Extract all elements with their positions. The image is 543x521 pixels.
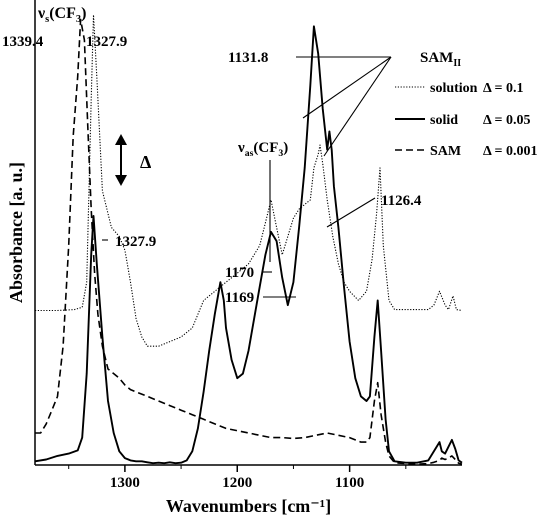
vs-cf3-label: νs(CF3) [37,5,86,25]
scale-bar-arrow-down [115,175,127,186]
scale-bar-arrow-up [115,134,127,145]
peak-label-1126: 1126.4 [381,193,422,209]
peak-label-1327-top: 1327.9 [86,34,127,50]
annotations: νs(CF3) 1339.4 1327.9 1327.9 1131.8 νas(CF3) 1… [2,5,422,306]
series-solid-line [34,25,463,465]
series-solution-line [35,14,463,347]
legend-delta-solution: Δ = 0.1 [483,81,523,96]
x-axis-label: Wavenumbers [cm⁻¹] [166,496,331,516]
legend-label-solid: solid [430,113,458,128]
leader-1131-b [323,56,392,157]
y-axis-label: Absorbance [a. u.] [6,162,26,303]
legend-label-sam: SAM [430,144,461,159]
x-tick-label: 1300 [110,475,140,491]
legend-label-solution: solution [430,81,478,96]
peak-label-1170: 1170 [225,265,254,281]
x-ticks: 1300 1200 1100 [68,465,407,491]
axes: Absorbance [a. u.] Wavenumbers [cm⁻¹] [6,0,462,516]
peak-label-1131: 1131.8 [228,50,268,66]
scale-bar-label: Δ [140,152,151,172]
legend-delta-solid: Δ = 0.05 [483,113,530,128]
series-sam-line [35,18,463,465]
peak-label-1339: 1339.4 [2,34,44,50]
peak-label-1327-solid: 1327.9 [115,234,156,250]
leader-1131-a [302,56,392,119]
leader-1126 [326,197,376,228]
x-tick-label: 1200 [222,475,252,491]
vas-cf3-label: νas(CF3) [237,140,288,159]
legend-delta-sam: Δ = 0.001 [483,144,537,159]
peak-label-1169: 1169 [225,290,254,306]
legend-title: SAMII [420,50,461,69]
series-group [34,14,463,465]
x-tick-label: 1100 [335,475,364,491]
legend: SAMII solution Δ = 0.1 solid Δ = 0.05 SAM Δ = … [395,50,537,159]
